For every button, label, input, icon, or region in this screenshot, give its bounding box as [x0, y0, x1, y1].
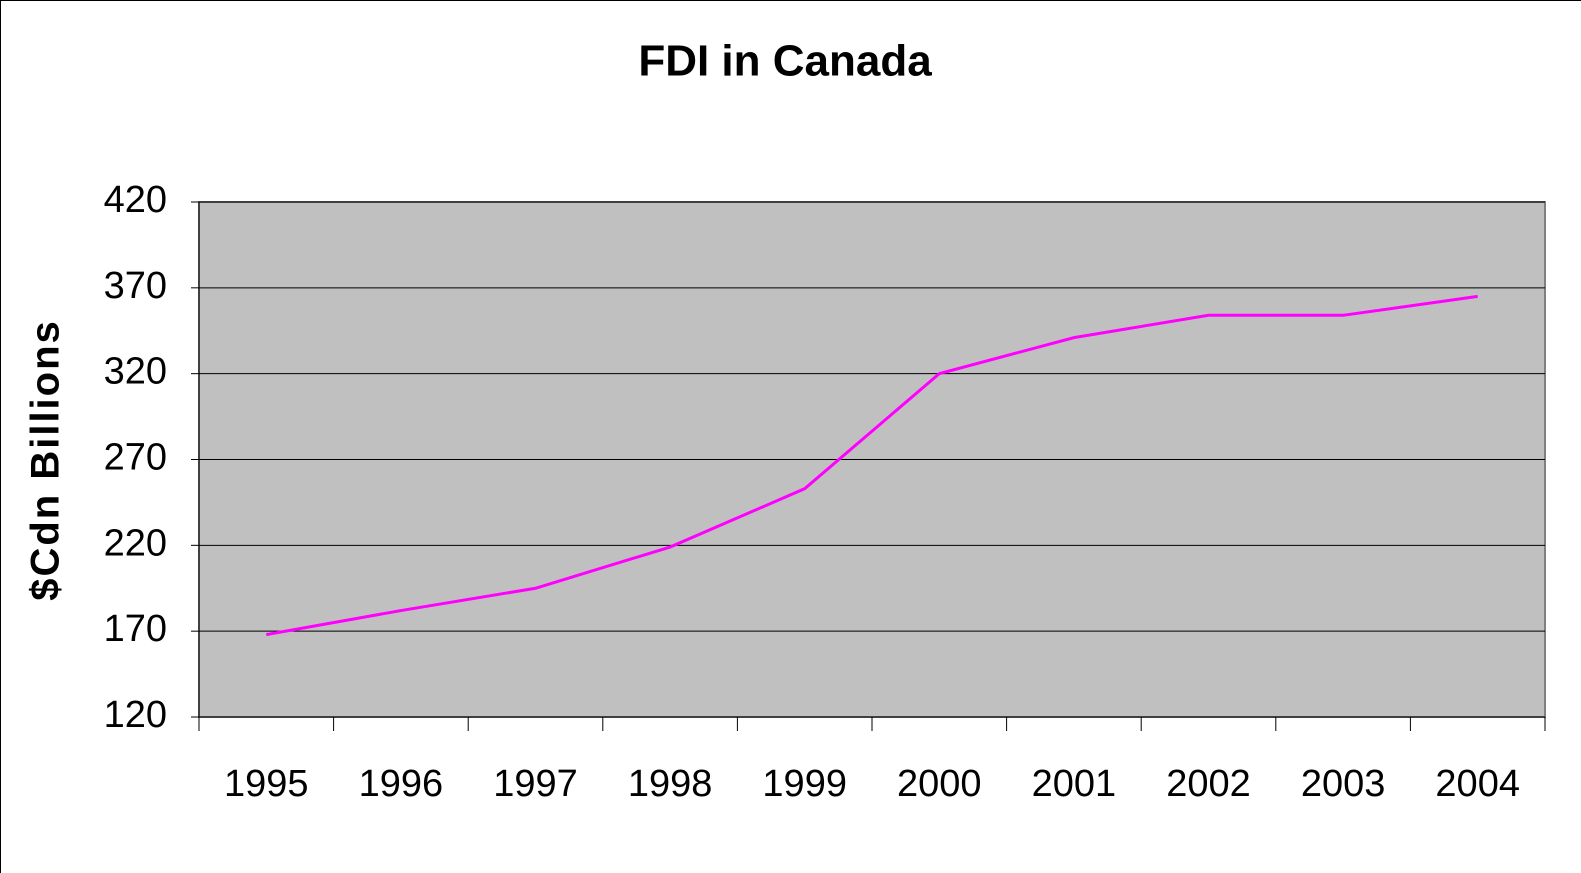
x-tick-label: 1998 [628, 763, 713, 805]
x-tick-label: 2000 [897, 763, 982, 805]
y-tick-label: 320 [104, 351, 167, 393]
x-tick-label: 2002 [1166, 763, 1251, 805]
x-tick-label: 2003 [1301, 763, 1386, 805]
y-tick-label: 220 [104, 522, 167, 564]
x-tick-label: 1995 [224, 763, 309, 805]
x-tick-label: 2004 [1435, 763, 1520, 805]
x-tick-label: 1996 [359, 763, 444, 805]
y-tick-label: 370 [104, 265, 167, 307]
x-tick-label: 2001 [1032, 763, 1117, 805]
y-tick-label: 270 [104, 437, 167, 479]
x-tick-label: 1997 [493, 763, 578, 805]
line-series [266, 294, 1478, 637]
y-tick-label: 170 [104, 608, 167, 650]
x-tick-label: 1999 [762, 763, 847, 805]
y-tick-label: 120 [104, 694, 167, 736]
y-axis-label: $Cdn Billions [24, 319, 68, 601]
y-tick-label: 420 [104, 179, 167, 221]
chart-title: FDI in Canada [638, 37, 932, 86]
